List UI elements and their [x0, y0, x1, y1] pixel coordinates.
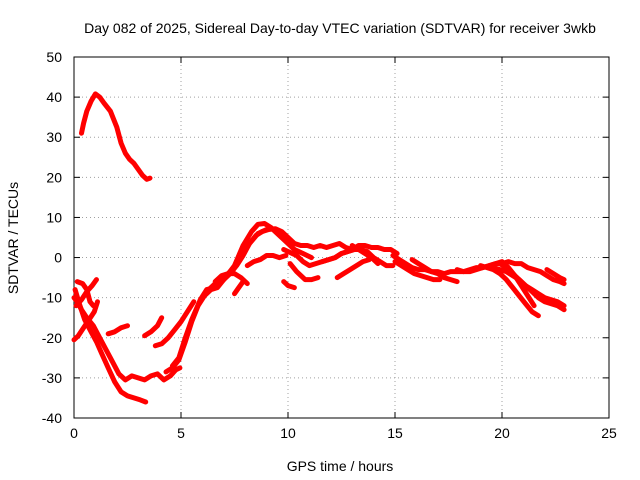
- series-line-arc-24: [409, 257, 460, 285]
- data-series: [71, 91, 567, 405]
- series-line-arc-11: [169, 221, 314, 369]
- x-tick-label: 5: [177, 425, 185, 441]
- axis-ticks: 0 5 10 15 20 25 -40 -30 -20 -10 0 10 20 30 40 50: [42, 49, 617, 441]
- y-tick-label: -30: [42, 370, 62, 386]
- series-line-arc-13: [212, 271, 250, 287]
- series-line-arc-8: [142, 315, 165, 339]
- series-line-arc-14: [232, 279, 246, 297]
- series-line-arc-26: [478, 263, 541, 319]
- x-tick-label: 20: [494, 425, 510, 441]
- y-tick-label: 40: [46, 89, 62, 105]
- y-tick-label: -40: [42, 410, 62, 426]
- series-line-arc-3: [72, 287, 149, 405]
- series-line-arc-20: [334, 257, 372, 281]
- series-line-arc-2: [71, 295, 183, 383]
- series-line-arc-18: [287, 261, 321, 283]
- series-line-arc-28: [497, 261, 567, 309]
- x-tick-label: 15: [387, 425, 403, 441]
- y-tick-label: 10: [46, 209, 62, 225]
- x-tick-label: 10: [280, 425, 296, 441]
- series-line-arc-23: [392, 259, 443, 283]
- series-line-arc-16: [281, 279, 297, 291]
- x-axis-label: GPS time / hours: [287, 458, 394, 474]
- series-line-arc-19: [319, 247, 357, 265]
- y-tick-label: 20: [46, 169, 62, 185]
- series-line-arc-1: [79, 91, 153, 182]
- series-line-arc-25: [454, 259, 537, 309]
- grid: [74, 57, 609, 418]
- plot-frame: [73, 56, 610, 419]
- series-line-arc-9: [152, 299, 197, 349]
- series-line-arc-7: [105, 323, 130, 337]
- y-tick-label: 50: [46, 49, 62, 65]
- series-line-arc-21: [349, 243, 381, 267]
- y-axis-label: SDTVAR / TECUs: [5, 182, 21, 294]
- series-line-arc-15: [244, 253, 289, 269]
- y-tick-label: 30: [46, 129, 62, 145]
- chart-title: Day 082 of 2025, Sidereal Day-to-day VTE…: [84, 20, 596, 36]
- x-tick-label: 0: [70, 425, 78, 441]
- series-line-arc-29: [544, 267, 567, 283]
- y-tick-label: 0: [54, 250, 62, 266]
- series-line-arc-4: [71, 299, 100, 343]
- y-tick-label: -10: [42, 290, 62, 306]
- series-line-arc-6: [74, 279, 96, 309]
- x-tick-label: 25: [601, 425, 617, 441]
- y-tick-label: -20: [42, 330, 62, 346]
